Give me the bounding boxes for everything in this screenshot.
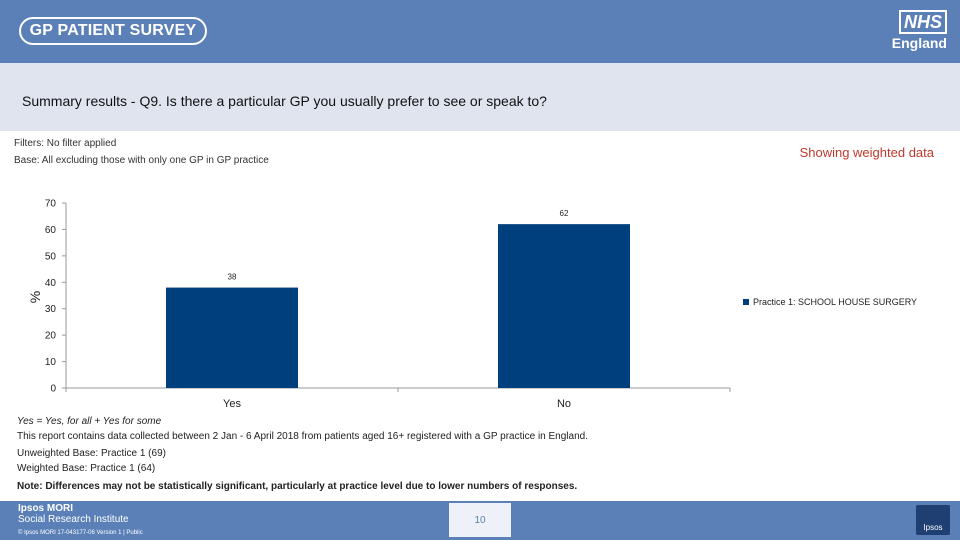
data-label: 62 [560, 209, 569, 218]
legend-swatch [743, 299, 749, 305]
period-note: This report contains data collected betw… [17, 431, 588, 442]
survey-logo: GP PATIENT SURVEY [19, 17, 207, 45]
ipsos-mori-logo: Ipsos MORI Social Research Institute © I… [18, 503, 143, 539]
y-axis-title: % [27, 291, 43, 303]
page-title: Summary results - Q9. Is there a particu… [22, 93, 547, 109]
weighted-base: Weighted Base: Practice 1 (64) [17, 463, 156, 474]
chart-legend: Practice 1: SCHOOL HOUSE SURGERY [743, 297, 917, 307]
y-tick-label: 40 [45, 278, 57, 289]
category-label: No [557, 398, 571, 410]
definition-note: Yes = Yes, for all + Yes for some [17, 416, 162, 427]
y-tick-label: 60 [45, 225, 57, 236]
org-sub: Social Research Institute [18, 514, 129, 525]
y-tick-label: 0 [50, 384, 56, 395]
header-bar [0, 0, 960, 63]
bar-yes [166, 287, 298, 388]
base-text: Base: All excluding those with only one … [14, 155, 269, 166]
y-tick-label: 70 [45, 199, 57, 210]
nhs-logo: NHS England [891, 10, 947, 51]
nhs-label: NHS [898, 10, 947, 34]
y-tick-label: 50 [45, 251, 57, 262]
page-number: 10 [449, 503, 511, 537]
y-tick-label: 30 [45, 304, 57, 315]
filters-text: Filters: No filter applied [14, 138, 117, 149]
bar-no [498, 224, 630, 388]
category-label: Yes [223, 398, 241, 410]
unweighted-base: Unweighted Base: Practice 1 (69) [17, 448, 166, 459]
small-print: © Ipsos MORI 17-043177-06 Version 1 | Pu… [18, 530, 143, 536]
legend-label: Practice 1: SCHOOL HOUSE SURGERY [753, 297, 918, 307]
disclaimer-note: Note: Differences may not be statistical… [17, 481, 578, 492]
title-band [0, 63, 960, 131]
y-tick-label: 20 [45, 331, 57, 342]
nhs-england-label: England [891, 35, 947, 51]
bar-chart: 0 10 20 30 40 50 60 70% 38 Yes 62 No [27, 199, 731, 410]
data-label: 38 [228, 273, 237, 282]
weighted-data-label: Showing weighted data [799, 145, 934, 160]
y-tick-label: 10 [45, 357, 57, 368]
ipsos-badge: Ipsos [916, 505, 950, 535]
org-name: Ipsos MORI [18, 503, 74, 514]
